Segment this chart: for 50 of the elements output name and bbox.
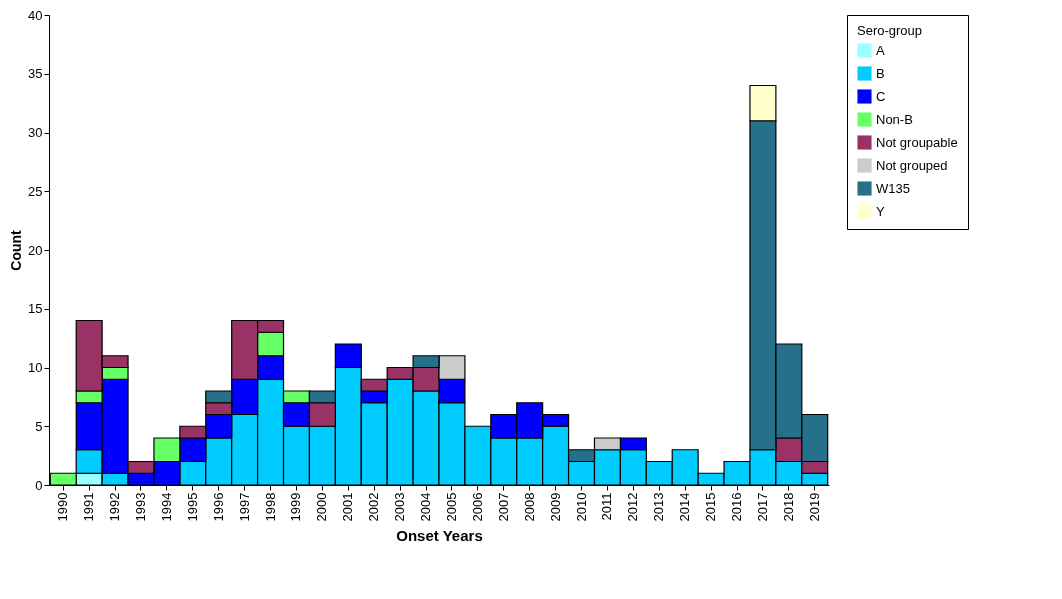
x-tick-label: 2004 xyxy=(418,492,434,522)
x-tick-label: 1998 xyxy=(262,492,278,522)
x-tick-label: 1992 xyxy=(107,492,123,522)
y-tick-label: 15 xyxy=(28,301,43,317)
y-tick-label: 0 xyxy=(35,477,43,493)
x-tick-label: 2007 xyxy=(495,492,511,522)
x-tick-label: 2006 xyxy=(469,492,485,522)
x-tick-label: 1991 xyxy=(81,492,97,522)
legend-label: Non-B xyxy=(876,111,913,127)
x-tick-label: 2019 xyxy=(806,492,822,522)
x-tick-label: 2003 xyxy=(392,492,408,522)
legend-label: A xyxy=(876,42,885,58)
legend-label: W135 xyxy=(876,180,910,196)
x-tick-label: 2014 xyxy=(677,492,693,522)
x-axis-title: Onset Years xyxy=(396,527,483,545)
legend-label: B xyxy=(876,65,885,81)
x-tick-label: 2010 xyxy=(573,492,589,522)
legend-title: Sero-group xyxy=(857,23,923,38)
y-axis-title: Count xyxy=(8,229,25,271)
x-tick-label: 2008 xyxy=(521,492,537,522)
legend-label: Not grouped xyxy=(876,157,948,173)
y-tick-label: 20 xyxy=(28,242,43,258)
x-tick-label: 1997 xyxy=(236,492,252,522)
x-tick-label: 2015 xyxy=(703,492,719,522)
y-tick-label: 10 xyxy=(28,360,43,375)
y-tick-label: 35 xyxy=(28,66,43,82)
x-tick-label: 2016 xyxy=(729,492,745,522)
y-tick-label: 30 xyxy=(28,125,43,140)
legend-label: Not groupable xyxy=(876,134,958,150)
x-tick-label: 1993 xyxy=(132,492,148,522)
x-tick-label: 1995 xyxy=(184,492,200,522)
x-tick-label: 1994 xyxy=(158,492,174,522)
y-tick-label: 40 xyxy=(28,7,43,23)
x-tick-label: 2009 xyxy=(547,492,563,522)
legend-label: Y xyxy=(876,203,885,219)
x-tick-label: 2001 xyxy=(340,492,356,522)
x-tick-label: 2017 xyxy=(754,492,770,522)
x-tick-label: 2002 xyxy=(366,492,382,522)
x-tick-label: 1999 xyxy=(288,492,304,522)
y-tick-label: 25 xyxy=(28,183,43,199)
x-tick-label: 1990 xyxy=(55,492,71,522)
y-tick-label: 5 xyxy=(35,418,43,434)
x-tick-label: 2013 xyxy=(651,492,667,522)
x-tick-label: 2011 xyxy=(599,492,615,521)
x-tick-label: 2000 xyxy=(314,492,330,522)
x-tick-label: 2012 xyxy=(625,492,641,522)
x-tick-label: 1996 xyxy=(210,492,226,522)
x-tick-label: 2018 xyxy=(780,492,796,522)
legend-label: C xyxy=(876,88,886,104)
x-tick-label: 2005 xyxy=(443,492,459,522)
